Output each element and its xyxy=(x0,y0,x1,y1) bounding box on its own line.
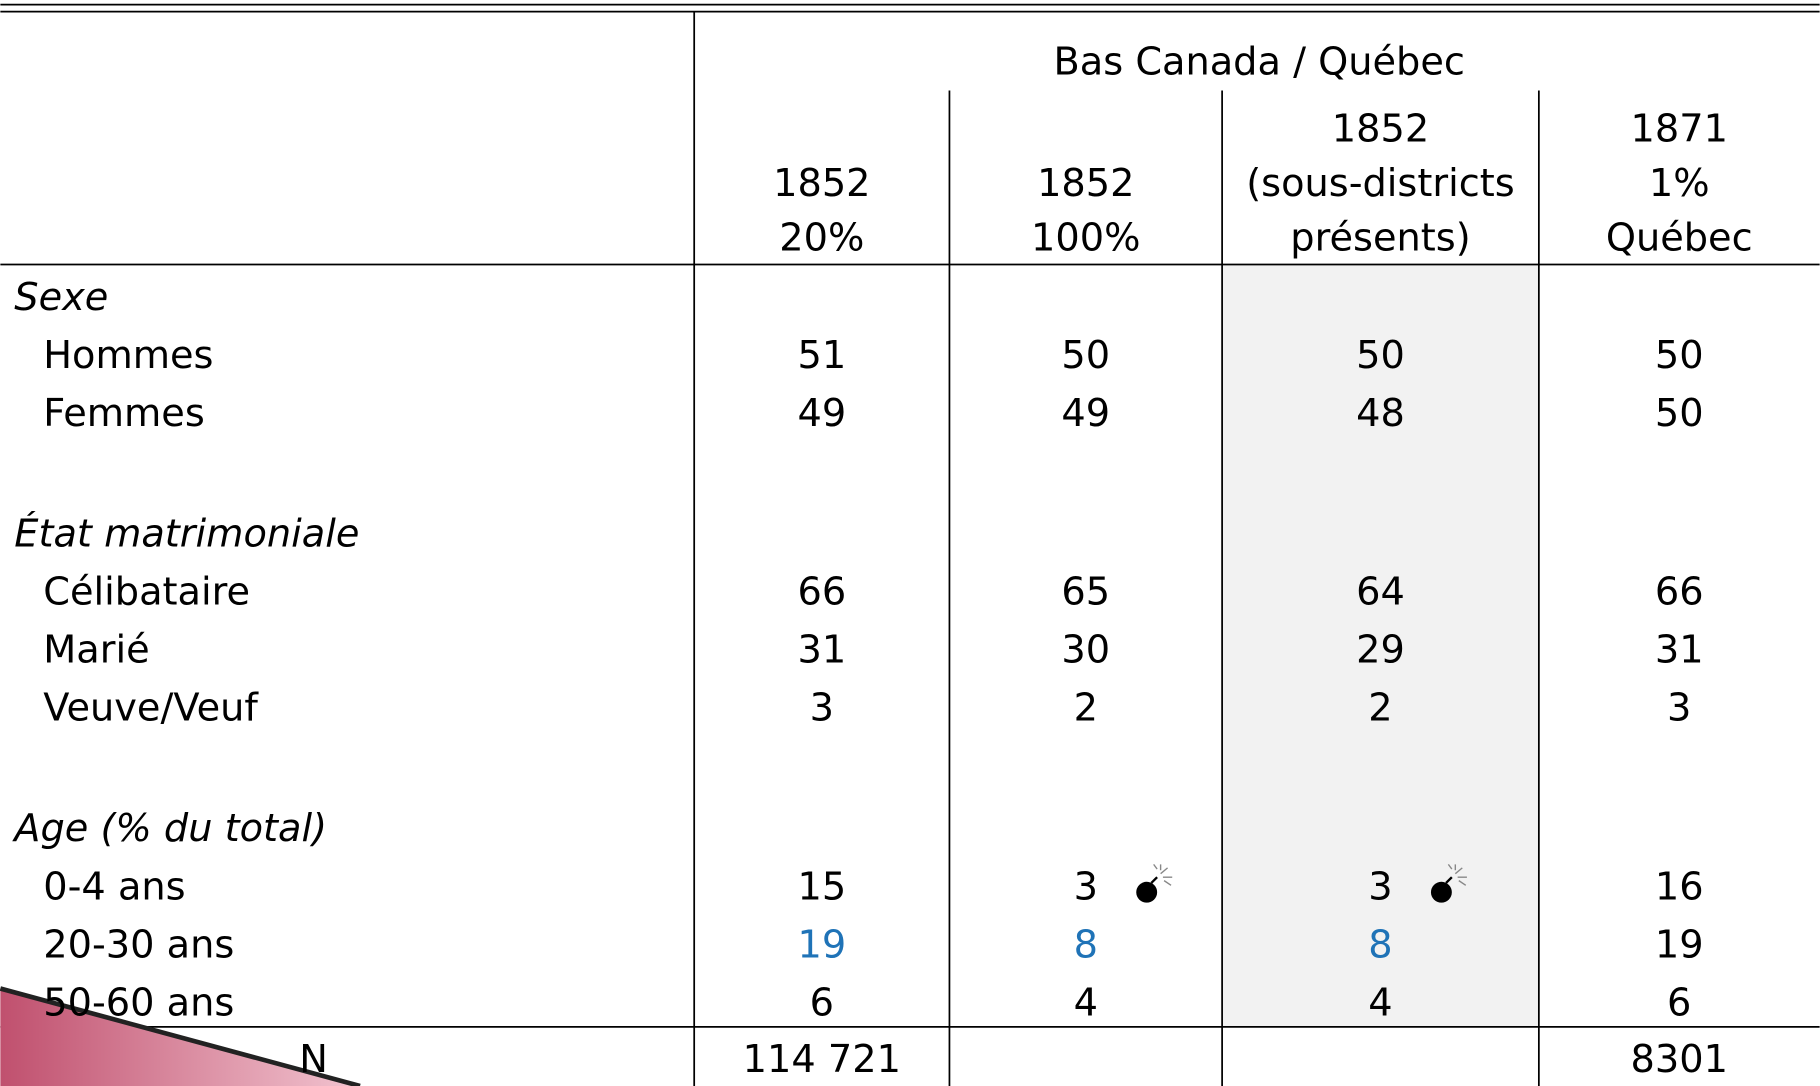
row-label: Célibataire xyxy=(43,570,250,615)
cell-value: 30 xyxy=(1061,628,1110,673)
cell-value: 6 xyxy=(810,980,834,1025)
cell-value: 19 xyxy=(1655,922,1704,967)
group-header: Bas Canada / Québec xyxy=(1054,39,1465,84)
total-value: 8301 xyxy=(1631,1037,1728,1082)
bomb-icon xyxy=(1136,864,1172,902)
column-header: 1852 xyxy=(1037,161,1134,206)
row-label: 50-60 ans xyxy=(43,980,234,1025)
column-header: présents) xyxy=(1290,216,1470,261)
column-header: 20% xyxy=(779,216,864,261)
cell-value: 50 xyxy=(1356,333,1405,378)
column-header: 1852 xyxy=(773,161,870,206)
cell-value: 65 xyxy=(1061,570,1110,615)
cell-value: 3 xyxy=(810,686,834,731)
column-header: 1852 xyxy=(1332,107,1429,152)
section-title: État matrimoniale xyxy=(14,510,359,557)
cell-value: 49 xyxy=(797,391,846,436)
column-header: 1871 xyxy=(1631,107,1728,152)
cell-value: 49 xyxy=(1061,391,1110,436)
row-label: Veuve/Veuf xyxy=(43,686,259,731)
cell-value: 31 xyxy=(797,628,846,673)
row-label: Femmes xyxy=(43,391,205,436)
cell-value: 4 xyxy=(1074,980,1098,1025)
row-label: Hommes xyxy=(43,333,213,378)
total-label: N xyxy=(299,1037,328,1082)
cell-value: 51 xyxy=(797,333,846,378)
cell-value: 6 xyxy=(1667,980,1691,1025)
cell-value: 4 xyxy=(1368,980,1392,1025)
column-header: Québec xyxy=(1606,216,1753,261)
cell-value: 66 xyxy=(797,570,846,615)
row-label: 0-4 ans xyxy=(43,864,185,909)
table-slide: Bas Canada / Québec 1852 20% 1852 100% 1852 (… xyxy=(0,0,1820,1086)
page: Bas Canada / Québec 1852 20% 1852 100% 1852 (… xyxy=(0,0,1820,1086)
cell-value: 3 xyxy=(1667,686,1691,731)
total-value: 114 721 xyxy=(743,1037,901,1082)
cell-value: 15 xyxy=(797,864,846,909)
cell-value: 66 xyxy=(1655,570,1704,615)
cell-value: 3 xyxy=(1074,864,1098,909)
section-title: Sexe xyxy=(14,275,108,320)
cell-value: 50 xyxy=(1655,391,1704,436)
section-title: Age (% du total) xyxy=(11,806,327,851)
column-header: 100% xyxy=(1031,216,1140,261)
cell-value: 16 xyxy=(1655,864,1704,909)
cell-value: 48 xyxy=(1356,391,1405,436)
cell-value: 64 xyxy=(1356,570,1405,615)
column-header: (sous-districts xyxy=(1246,161,1514,206)
cell-value: 19 xyxy=(797,922,846,967)
cell-value: 2 xyxy=(1074,686,1098,731)
cell-value: 50 xyxy=(1061,333,1110,378)
cell-value: 2 xyxy=(1368,686,1392,731)
cell-value: 8 xyxy=(1368,922,1392,967)
column-header: 1% xyxy=(1649,161,1710,206)
row-label: Marié xyxy=(43,628,149,673)
cell-value: 3 xyxy=(1368,864,1392,909)
cell-value: 29 xyxy=(1356,628,1405,673)
cell-value: 31 xyxy=(1655,628,1704,673)
cell-value: 50 xyxy=(1655,333,1704,378)
cell-value: 8 xyxy=(1074,922,1098,967)
row-label: 20-30 ans xyxy=(43,922,234,967)
